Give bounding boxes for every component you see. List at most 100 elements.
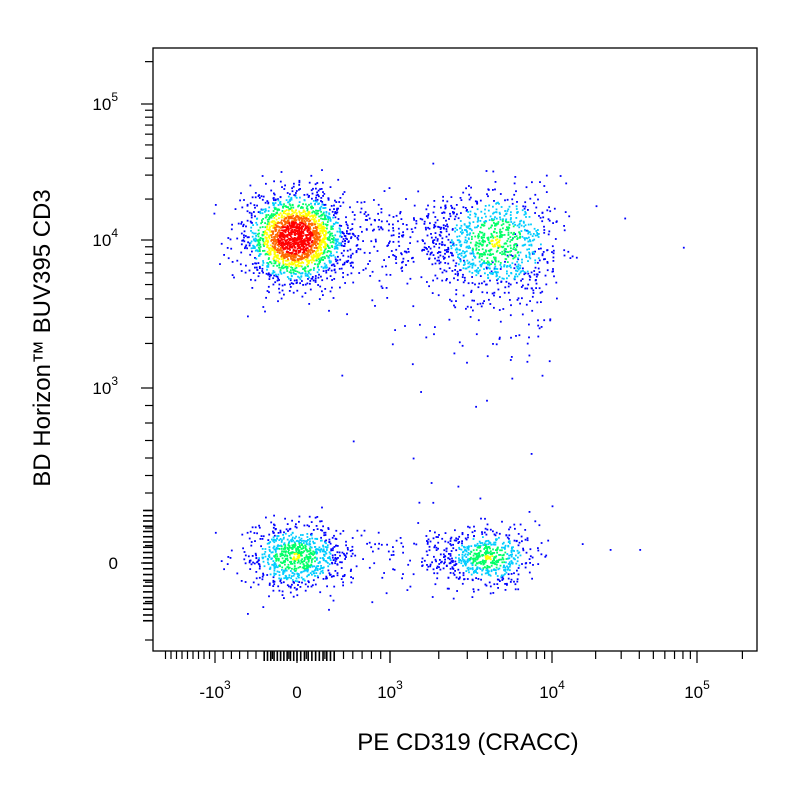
event-point	[429, 565, 432, 568]
event-point	[272, 233, 274, 235]
event-point	[444, 555, 447, 558]
event-point	[446, 587, 449, 590]
event-point	[516, 549, 519, 552]
event-point	[453, 564, 456, 567]
event-point	[304, 224, 307, 227]
event-point	[283, 266, 286, 269]
event-point	[372, 229, 374, 232]
event-point	[283, 531, 285, 534]
event-point	[494, 236, 497, 239]
event-point	[474, 264, 477, 267]
event-point	[296, 223, 298, 226]
event-point	[317, 189, 320, 192]
event-point	[510, 336, 512, 339]
event-point	[292, 206, 295, 209]
event-point	[328, 309, 330, 312]
event-point	[309, 543, 312, 546]
event-point	[469, 567, 472, 570]
event-point	[506, 553, 509, 555]
event-point	[350, 254, 352, 257]
event-point	[275, 239, 277, 241]
event-point	[464, 564, 467, 567]
event-point	[454, 556, 457, 559]
event-point	[306, 556, 309, 558]
event-point	[548, 360, 551, 363]
event-point	[309, 282, 311, 285]
event-point	[516, 212, 519, 214]
event-point	[503, 561, 506, 564]
event-point	[471, 276, 473, 278]
event-point	[551, 251, 553, 253]
event-point	[334, 271, 337, 274]
event-point	[520, 535, 523, 538]
event-point	[295, 249, 298, 252]
event-point	[427, 250, 430, 253]
event-point	[291, 532, 294, 534]
event-point	[486, 260, 489, 263]
event-point	[270, 214, 272, 217]
event-point	[451, 252, 453, 255]
event-point	[281, 253, 284, 255]
event-point	[546, 261, 549, 263]
event-point	[346, 552, 348, 555]
event-point	[308, 538, 311, 540]
event-point	[266, 225, 269, 227]
event-point	[286, 244, 289, 247]
event-point	[274, 245, 276, 248]
event-point	[285, 206, 288, 208]
event-point	[283, 255, 285, 258]
event-point	[491, 219, 493, 222]
event-point	[458, 263, 460, 266]
event-point	[449, 251, 452, 254]
event-point	[316, 271, 319, 274]
event-point	[356, 244, 359, 246]
event-point	[335, 239, 338, 242]
event-point	[314, 255, 317, 257]
event-point	[445, 279, 448, 282]
event-point	[267, 229, 270, 231]
event-point	[528, 251, 530, 254]
event-point	[278, 574, 281, 577]
event-point	[478, 546, 481, 549]
event-point	[471, 531, 474, 534]
event-point	[273, 580, 276, 583]
event-point	[251, 196, 254, 199]
event-point	[283, 238, 286, 240]
event-point	[268, 218, 270, 221]
event-point	[281, 251, 284, 254]
event-point	[315, 187, 317, 190]
event-point	[281, 539, 283, 542]
event-point	[295, 261, 298, 263]
event-point	[508, 205, 511, 208]
event-point	[322, 525, 324, 528]
event-point	[304, 212, 307, 215]
event-point	[262, 271, 264, 274]
event-point	[474, 545, 477, 547]
event-point	[505, 250, 508, 253]
event-point	[321, 203, 324, 206]
event-point	[496, 241, 498, 244]
event-point	[306, 237, 309, 239]
event-point	[493, 306, 495, 309]
event-point	[278, 544, 281, 547]
event-point	[523, 273, 526, 276]
event-point	[301, 272, 304, 274]
event-point	[280, 297, 283, 300]
event-point	[330, 252, 332, 255]
event-point	[502, 546, 505, 549]
event-point	[229, 238, 232, 241]
event-point	[342, 201, 345, 204]
event-point	[318, 220, 320, 222]
event-point	[352, 266, 354, 269]
event-point	[333, 208, 335, 210]
event-point	[308, 237, 310, 240]
event-point	[486, 548, 489, 551]
event-point	[484, 555, 487, 558]
event-point	[501, 546, 503, 549]
event-point	[329, 234, 331, 236]
event-point	[254, 262, 256, 265]
event-point	[515, 190, 517, 193]
event-point	[283, 215, 286, 218]
event-point	[290, 256, 292, 259]
event-point	[532, 239, 534, 242]
